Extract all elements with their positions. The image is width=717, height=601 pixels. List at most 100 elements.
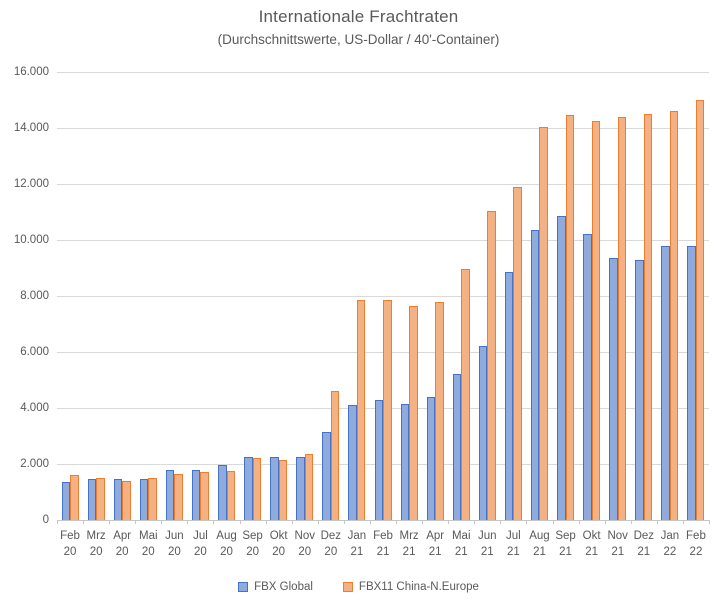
x-axis-category-label: Jan 21 [347, 530, 367, 558]
bar-fbx-global-feb-20 [61, 482, 71, 520]
bar-fbx-global-nov-21 [609, 258, 618, 520]
x-axis-tick [265, 520, 267, 524]
x-axis-category-label: Mai 21 [451, 530, 471, 558]
x-axis-tick [187, 520, 189, 524]
legend-label-fbx11: FBX11 China-N.Europe [358, 581, 479, 593]
bar-fbx11-china-n-europe-feb-21 [383, 300, 392, 520]
bar-fbx-global-jan-21 [348, 405, 357, 520]
bar-fbx-global-dez-20 [322, 431, 331, 520]
x-axis-category-label: Jan 22 [660, 530, 680, 558]
bar-fbx-global-mrz-20 [87, 479, 97, 520]
bar-fbx11-china-n-europe-okt-21 [591, 121, 601, 520]
x-axis-category-label: Sep 21 [555, 530, 576, 558]
bar-fbx11-china-n-europe-sep-20 [252, 458, 262, 520]
x-axis-category-label: Sep 20 [242, 530, 263, 558]
y-axis-tick-label: 6.000 [20, 346, 49, 358]
x-axis-category-label: Dez 21 [633, 530, 655, 558]
bar-fbx11-china-n-europe-dez-21 [643, 114, 653, 520]
bar-fbx-global-nov-20 [296, 457, 305, 520]
x-axis-category-label: Apr 21 [426, 530, 445, 558]
bar-fbx-global-okt-21 [583, 234, 592, 520]
x-axis-tick [552, 520, 554, 524]
x-axis-category-label: Jul 20 [193, 530, 208, 558]
bar-fbx-global-sep-21 [557, 216, 566, 520]
bar-fbx11-china-n-europe-okt-20 [278, 459, 288, 520]
x-axis-tick [57, 520, 58, 524]
y-axis-tick-label: 14.000 [13, 122, 49, 134]
bar-fbx-global-dez-21 [635, 259, 644, 520]
gridline [57, 72, 709, 73]
x-axis-tick [709, 520, 710, 524]
gridline [57, 240, 709, 241]
x-axis-tick [317, 520, 319, 524]
x-axis-category-label: Mrz 20 [86, 530, 106, 558]
bar-fbx-global-jan-22 [661, 245, 670, 520]
y-axis-tick-label: 4.000 [20, 402, 49, 414]
bar-fbx11-china-n-europe-aug-20 [226, 471, 236, 520]
x-axis-category-label: Feb 21 [373, 530, 393, 558]
bar-fbx11-china-n-europe-jul-20 [200, 472, 209, 520]
bar-fbx11-china-n-europe-apr-21 [435, 301, 444, 520]
x-axis-tick [578, 520, 580, 524]
x-axis-tick [109, 520, 111, 524]
bar-fbx11-china-n-europe-aug-21 [539, 126, 548, 520]
x-axis-category-label: Jul 21 [506, 530, 521, 558]
x-axis-category-label: Feb 20 [60, 530, 80, 558]
gridline [57, 128, 709, 129]
bar-fbx11-china-n-europe-feb-20 [70, 475, 79, 520]
legend-swatch-fbx11 [342, 582, 353, 592]
bar-fbx11-china-n-europe-dez-20 [330, 391, 340, 520]
x-axis-category-label: Feb 22 [686, 530, 706, 558]
y-axis-tick-label: 12.000 [13, 178, 49, 190]
x-axis-category-label: Aug 21 [529, 530, 550, 558]
x-axis-category-label: Aug 20 [216, 530, 237, 558]
bar-fbx11-china-n-europe-mai-20 [148, 478, 157, 520]
bar-fbx11-china-n-europe-mai-21 [461, 269, 470, 520]
bar-fbx-global-mrz-21 [400, 403, 410, 520]
bar-fbx-global-jul-21 [504, 272, 514, 520]
x-axis-tick [239, 520, 241, 524]
x-axis-category-label: Nov 20 [294, 530, 315, 558]
bar-fbx-global-jun-20 [165, 469, 175, 520]
bar-fbx11-china-n-europe-feb-22 [695, 100, 705, 520]
legend-swatch-fbx-global [238, 582, 249, 592]
bar-fbx-global-apr-21 [426, 396, 436, 520]
plot-area: 16.000 14.000 12.000 10.000 8.000 6.000 4.000 2… [14, 66, 710, 558]
x-axis-tick [396, 520, 398, 524]
y-axis-tick-label: 10.000 [13, 234, 49, 246]
x-axis-tick [604, 520, 606, 524]
bar-fbx11-china-n-europe-jul-21 [513, 186, 522, 520]
bar-fbx11-china-n-europe-sep-21 [565, 115, 575, 520]
y-axis-tick-label: 8.000 [20, 290, 49, 302]
bar-fbx-global-jul-20 [191, 469, 201, 520]
y-axis-tick-label: 2.000 [20, 458, 49, 470]
bar-fbx11-china-n-europe-apr-20 [122, 480, 131, 520]
x-axis-tick [213, 520, 215, 524]
bar-fbx-global-mai-21 [452, 374, 462, 520]
bar-fbx-global-sep-20 [244, 457, 253, 520]
x-axis-tick [83, 520, 85, 524]
x-axis-category-label: Jun 20 [165, 530, 184, 558]
x-axis-tick [682, 520, 684, 524]
x-axis-tick [343, 520, 345, 524]
x-axis-tick [369, 520, 371, 524]
x-axis-tick [422, 520, 424, 524]
chart-title: Internationale Frachtraten [258, 7, 459, 26]
bar-fbx11-china-n-europe-jun-20 [174, 473, 183, 520]
bar-fbx11-china-n-europe-mrz-20 [96, 478, 105, 520]
x-axis-category-label: Apr 20 [113, 530, 132, 558]
x-axis-tick [448, 520, 450, 524]
x-axis-tick [161, 520, 163, 524]
bar-fbx11-china-n-europe-jan-22 [669, 111, 679, 520]
legend: FBX Global FBX11 China-N.Europe [0, 581, 717, 593]
x-axis-tick [500, 520, 502, 524]
x-axis-category-label: Dez 20 [320, 530, 342, 558]
bar-fbx-global-mai-20 [139, 479, 149, 520]
bar-fbx11-china-n-europe-jun-21 [487, 210, 496, 520]
x-axis-category-label: Nov 21 [607, 530, 628, 558]
legend-label-fbx-global: FBX Global [254, 581, 313, 593]
legend-item-fbx-global: FBX Global [238, 581, 313, 593]
bar-fbx-global-aug-21 [530, 230, 540, 520]
x-axis-tick [656, 520, 658, 524]
